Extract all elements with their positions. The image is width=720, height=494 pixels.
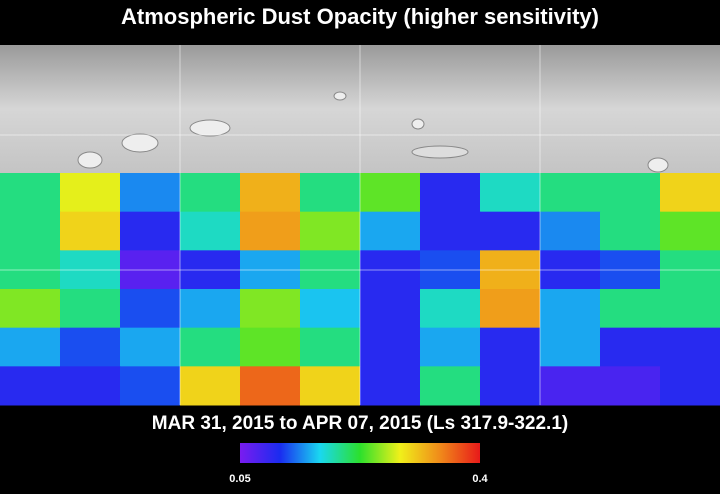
- dust-cell: [660, 327, 720, 367]
- dust-cell: [120, 289, 181, 329]
- dust-cell: [360, 366, 421, 406]
- dust-cell: [120, 366, 181, 406]
- dust-cell: [180, 327, 241, 367]
- dust-cell: [300, 289, 361, 329]
- dust-cell: [60, 327, 121, 367]
- dust-cell: [660, 289, 720, 329]
- dust-cell: [60, 211, 121, 251]
- dust-cell: [240, 327, 301, 367]
- dust-cell: [480, 289, 541, 329]
- dust-cell: [300, 211, 361, 251]
- dust-cell: [600, 173, 661, 213]
- dust-cell: [300, 173, 361, 213]
- dust-cell: [180, 289, 241, 329]
- dust-cell: [60, 366, 121, 406]
- dust-cell: [540, 173, 601, 213]
- dust-cell: [360, 211, 421, 251]
- dust-cell: [180, 211, 241, 251]
- dust-cell: [120, 327, 181, 367]
- dust-cell: [240, 366, 301, 406]
- dust-cell: [240, 211, 301, 251]
- dust-cell: [0, 366, 61, 406]
- dust-cell: [420, 173, 481, 213]
- dust-cell: [0, 211, 61, 251]
- dust-cell: [0, 289, 61, 329]
- dust-cell: [300, 327, 361, 367]
- dust-cell: [480, 366, 541, 406]
- colorbar-max: 0.4: [472, 473, 488, 485]
- dust-cell: [540, 211, 601, 251]
- dust-cell: [480, 327, 541, 367]
- dust-cell: [0, 327, 61, 367]
- dust-cell: [540, 366, 601, 406]
- dust-cell: [660, 173, 720, 213]
- dust-cell: [180, 366, 241, 406]
- dust-cell: [660, 366, 720, 406]
- dust-cell: [600, 366, 661, 406]
- dust-cell: [420, 366, 481, 406]
- dust-cell: [480, 173, 541, 213]
- date-range: MAR 31, 2015 to APR 07, 2015 (Ls 317.9-3…: [152, 413, 568, 434]
- dust-cell: [420, 327, 481, 367]
- dust-cell: [540, 327, 601, 367]
- title: Atmospheric Dust Opacity (higher sensiti…: [121, 4, 599, 29]
- dust-cell: [300, 366, 361, 406]
- dust-cell: [360, 289, 421, 329]
- dust-cell: [360, 173, 421, 213]
- dust-cell: [240, 289, 301, 329]
- dust-cell: [120, 173, 181, 213]
- colorbar-min: 0.05: [229, 473, 250, 485]
- dust-cell: [360, 327, 421, 367]
- dust-cell: [420, 211, 481, 251]
- dust-cell: [600, 211, 661, 251]
- dust-cell: [0, 173, 61, 213]
- dust-cell: [660, 211, 720, 251]
- dust-cell: [60, 173, 121, 213]
- colorbar: [240, 443, 480, 463]
- dust-cell: [600, 289, 661, 329]
- dust-cell: [600, 327, 661, 367]
- dust-cell: [420, 289, 481, 329]
- dust-cell: [60, 289, 121, 329]
- dust-cell: [480, 211, 541, 251]
- dust-cell: [240, 173, 301, 213]
- dust-cell: [540, 289, 601, 329]
- terrain-features: [77, 91, 669, 173]
- dust-cell: [120, 211, 181, 251]
- graticule: [0, 45, 720, 405]
- dust-cell: [180, 173, 241, 213]
